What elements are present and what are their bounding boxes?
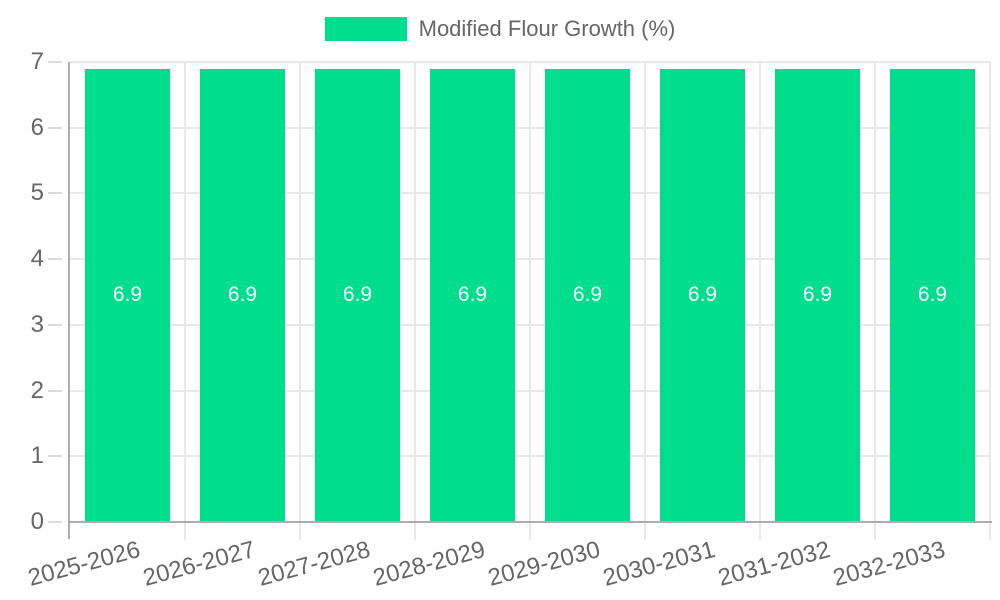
y-tick-mark xyxy=(48,455,62,458)
bar: 6.9 xyxy=(660,68,745,522)
chart-legend: Modified Flour Growth (%) xyxy=(0,16,1000,42)
y-tick-label: 1 xyxy=(30,442,44,470)
x-gridline xyxy=(414,62,416,540)
y-axis-line xyxy=(68,62,70,539)
x-tick-label: 2031-2032 xyxy=(714,535,833,592)
x-gridline xyxy=(529,62,531,540)
y-tick-mark xyxy=(48,61,62,63)
y-tick-label: 7 xyxy=(30,48,44,75)
x-tick-label: 2026-2027 xyxy=(139,535,258,592)
bar: 6.9 xyxy=(545,68,630,522)
bar-value-label: 6.9 xyxy=(687,283,718,307)
x-axis-line xyxy=(68,521,992,523)
bar-value-label: 6.9 xyxy=(342,283,373,307)
y-tick-mark xyxy=(48,126,62,129)
x-tick-label: 2029-2030 xyxy=(484,535,603,592)
x-gridline xyxy=(759,62,761,540)
bar-value-label: 6.9 xyxy=(917,283,948,307)
y-tick-label: 3 xyxy=(30,310,44,338)
legend-item[interactable]: Modified Flour Growth (%) xyxy=(324,16,676,42)
y-tick-label: 2 xyxy=(30,376,44,404)
legend-label: Modified Flour Growth (%) xyxy=(418,16,676,41)
bar: 6.9 xyxy=(890,68,975,522)
bar-value-label: 6.9 xyxy=(112,283,143,307)
bar: 6.9 xyxy=(85,68,170,522)
bar-value-label: 6.9 xyxy=(802,283,833,307)
y-tick-mark xyxy=(48,258,62,261)
legend-swatch-icon xyxy=(324,17,407,41)
y-tick-label: 0 xyxy=(30,508,44,535)
x-tick-label: 2027-2028 xyxy=(254,535,373,592)
x-gridline xyxy=(644,62,646,540)
y-tick-label: 5 xyxy=(30,179,44,207)
y-tick-mark xyxy=(48,521,62,523)
y-tick-mark xyxy=(48,192,62,195)
bar-value-label: 6.9 xyxy=(457,283,488,307)
bar-value-label: 6.9 xyxy=(572,283,603,307)
bar: 6.9 xyxy=(315,68,400,522)
y-tick-mark xyxy=(48,389,62,392)
x-tick-label: 2030-2031 xyxy=(599,535,718,592)
x-gridline xyxy=(989,62,991,540)
y-tick-label: 6 xyxy=(30,113,44,141)
x-gridline xyxy=(184,62,186,540)
x-tick-label: 2032-2033 xyxy=(829,535,948,592)
x-gridline xyxy=(299,62,301,540)
x-tick-label: 2028-2029 xyxy=(369,535,488,592)
bar: 6.9 xyxy=(775,68,860,522)
x-tick-label: 2025-2026 xyxy=(24,535,143,592)
y-tick-label: 4 xyxy=(30,245,44,273)
y-tick-mark xyxy=(48,323,62,326)
bar: 6.9 xyxy=(430,68,515,522)
bar-value-label: 6.9 xyxy=(227,283,258,307)
bar: 6.9 xyxy=(200,68,285,522)
x-gridline xyxy=(874,62,876,540)
